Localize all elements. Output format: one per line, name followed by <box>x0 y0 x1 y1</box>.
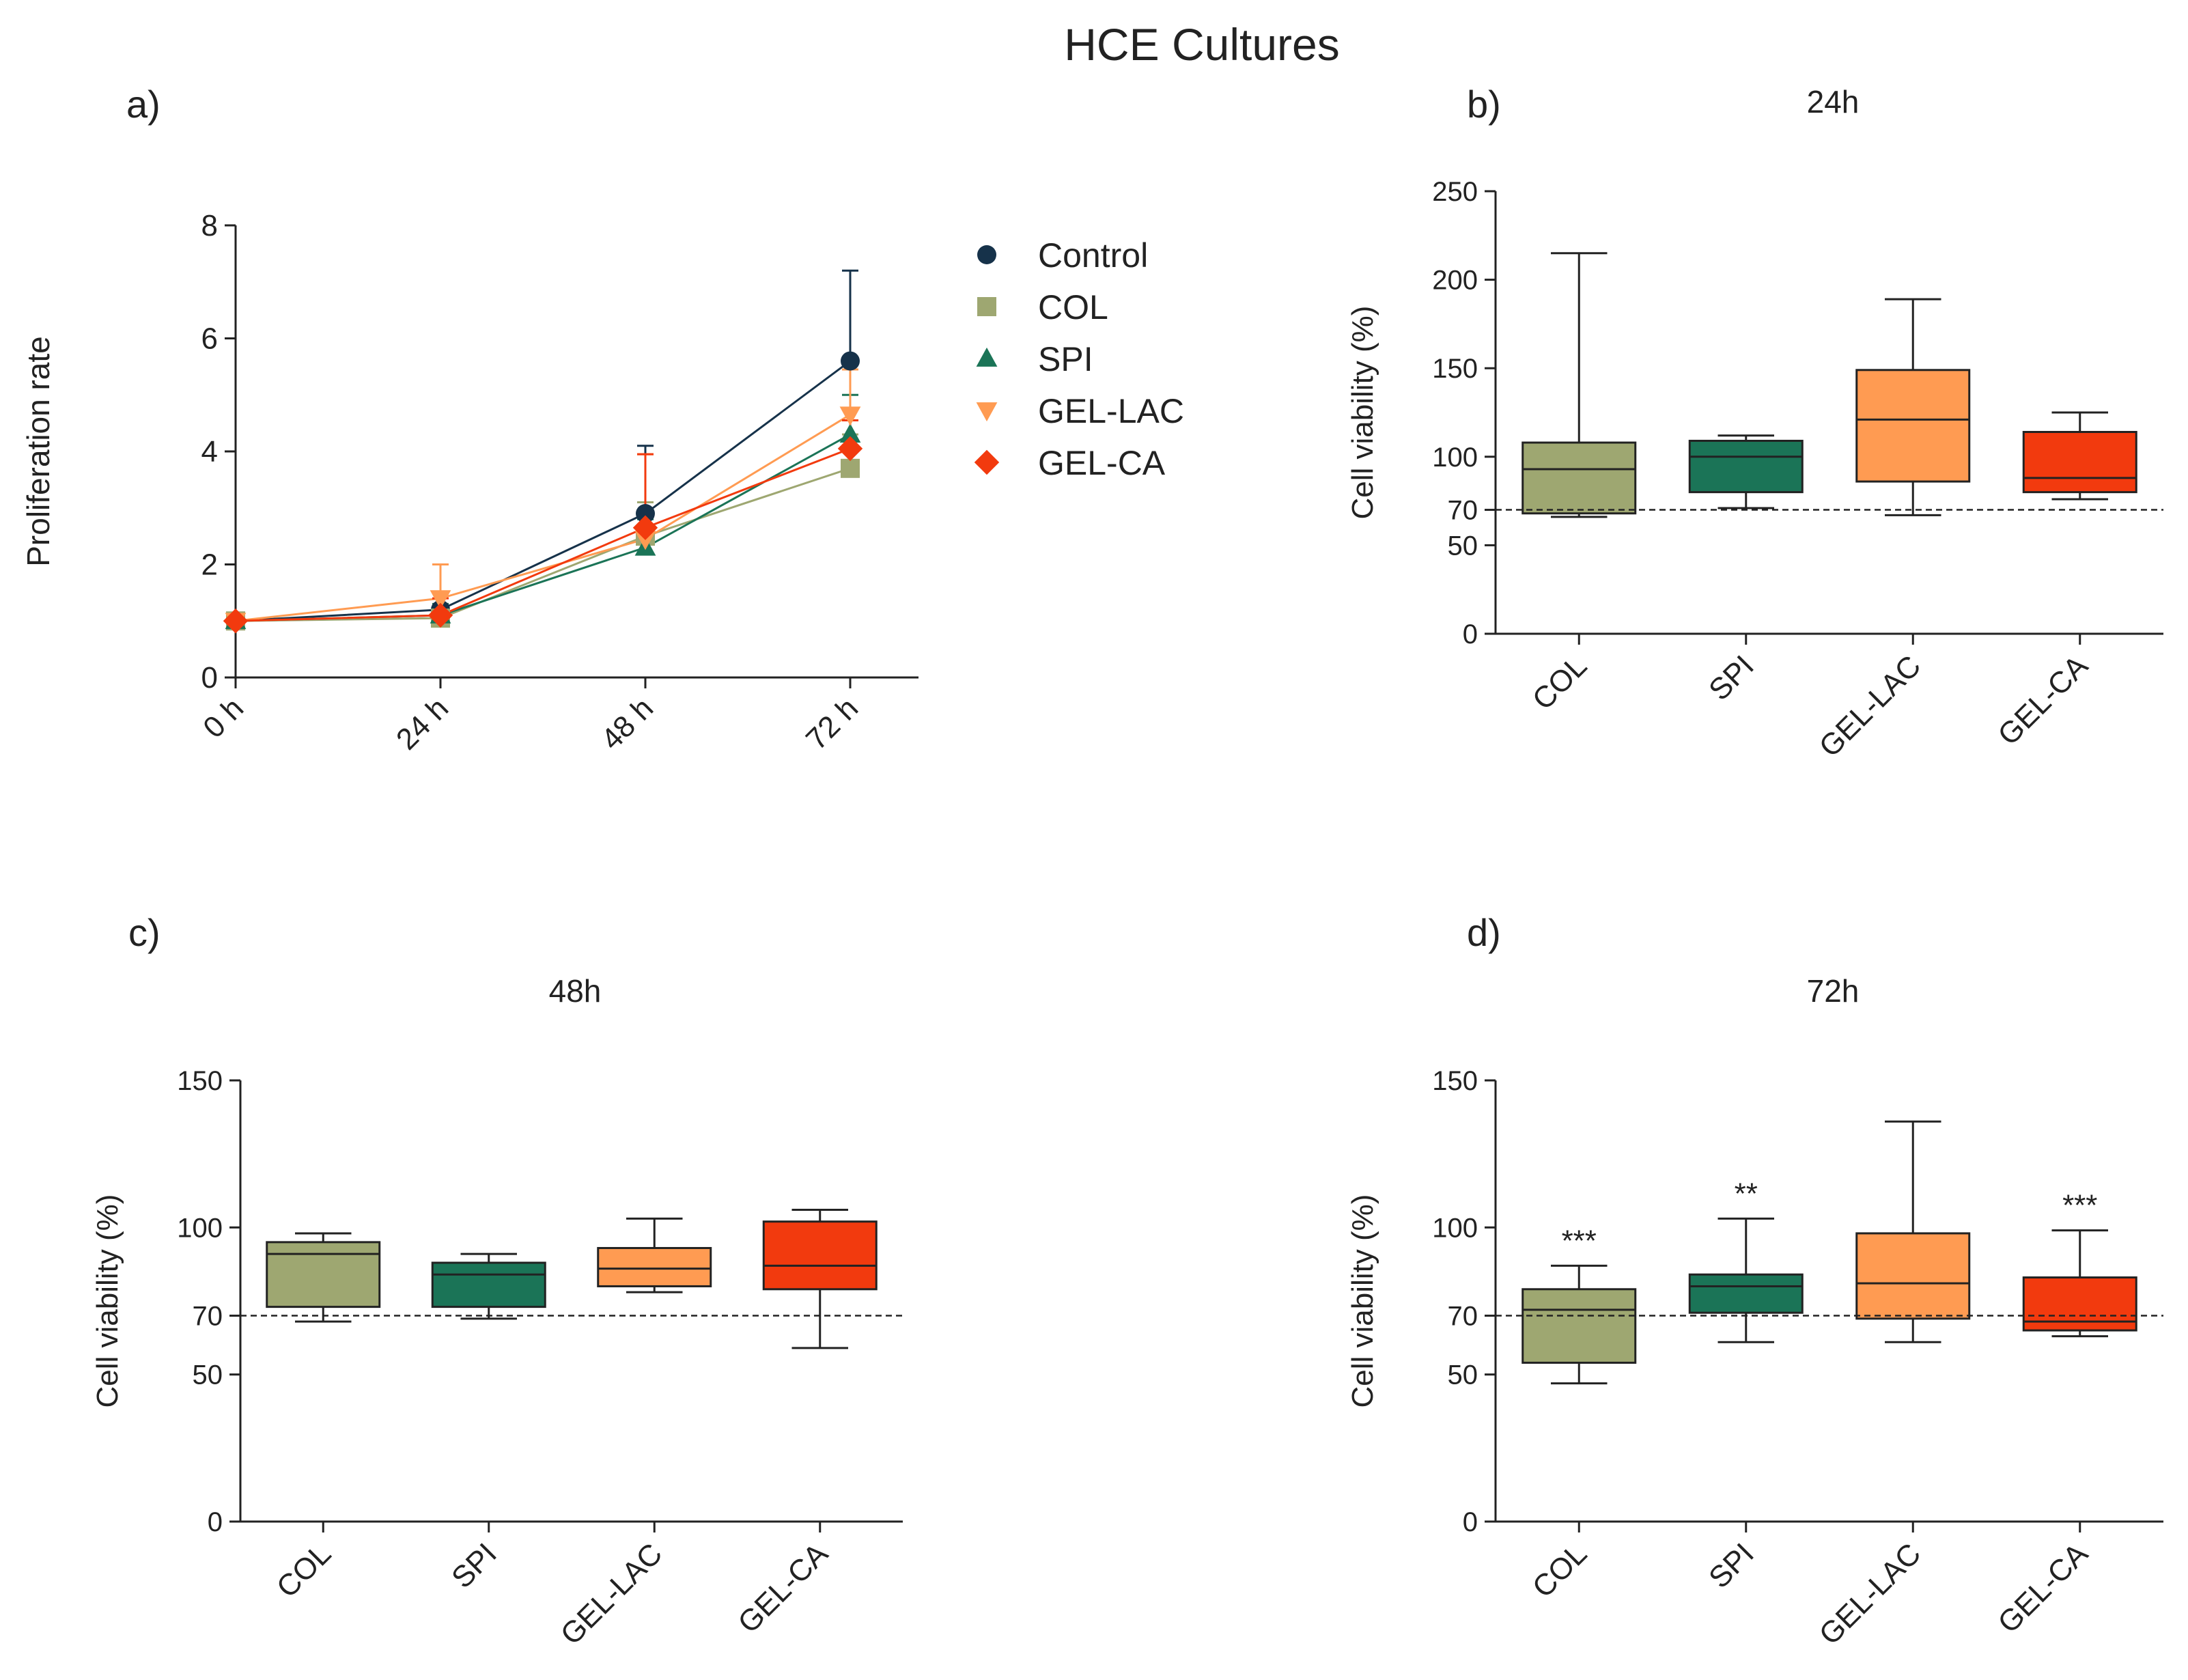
box-spi <box>431 1261 546 1308</box>
box-spi <box>1688 1273 1804 1314</box>
panel-label: b) <box>1467 83 1501 126</box>
data-point-gel-lac <box>839 406 861 426</box>
y-tick-label: 50 <box>193 1360 223 1390</box>
y-tick-label: 6 <box>201 322 218 356</box>
legend-marker-spi <box>976 347 998 367</box>
data-point-gel-ca <box>632 515 658 540</box>
legend-label-gel-ca: GEL-CA <box>1038 444 1166 482</box>
box-gel-ca <box>762 1220 878 1291</box>
y-axis-label: Cell viability (%) <box>1346 306 1379 520</box>
significance-label: *** <box>1562 1224 1597 1257</box>
panel-b-viability-24h-chart: b) 24h 0 50 70 100 150 200 250 COL SPI GEL-LAC GEL-C… <box>1346 83 2163 764</box>
y-tick-label: 150 <box>1432 354 1478 384</box>
x-tick-label: GEL-LAC <box>1813 1537 1928 1651</box>
chart-title: 48h <box>549 973 602 1009</box>
data-point-gel-ca <box>223 608 249 634</box>
panel-c-viability-48h-chart: c) 48h 0 50 70 100 150 COL SPI GEL-LAC GEL-CA Cell … <box>91 911 903 1651</box>
y-tick-label: 100 <box>1432 443 1478 473</box>
box-col <box>1521 441 1637 515</box>
y-tick-label: 4 <box>201 435 218 468</box>
y-axis-label: Cell viability (%) <box>91 1194 124 1408</box>
panel-label: d) <box>1467 911 1501 954</box>
x-tick-label: 24 h <box>390 691 455 756</box>
x-tick-label: COL <box>1526 1537 1594 1604</box>
x-tick-label: COL <box>270 1537 338 1604</box>
panel-label: c) <box>128 911 160 954</box>
y-tick-label: 8 <box>201 209 218 242</box>
chart-title: 72h <box>1807 973 1860 1009</box>
x-tick-label: SPI <box>445 1537 503 1595</box>
data-point-gel-lac <box>634 531 656 550</box>
box-gel-lac <box>1855 369 1971 483</box>
y-tick-label: 0 <box>208 1507 223 1537</box>
box-gel-ca <box>2022 431 2137 494</box>
y-tick-label: 250 <box>1432 177 1478 207</box>
x-tick-label: GEL-LAC <box>555 1537 669 1651</box>
y-tick-label: 0 <box>201 661 218 695</box>
series-line-control <box>235 360 851 622</box>
legend-label-col: COL <box>1038 288 1108 326</box>
data-point-gel-ca <box>427 602 453 628</box>
figure-title: HCE Cultures <box>1064 19 1339 70</box>
y-tick-label: 0 <box>1463 1507 1478 1537</box>
box-gel-lac <box>1855 1232 1971 1320</box>
y-tick-label: 50 <box>1448 1360 1478 1390</box>
series-line-gel-lac <box>235 413 851 622</box>
x-tick-label: 0 h <box>197 691 250 744</box>
legend-label-control: Control <box>1038 236 1148 275</box>
data-point-control <box>841 351 860 371</box>
legend-marker-gel-lac <box>976 402 998 422</box>
panel-a-proliferation-chart: a) 0 2 4 6 8 0 h 24 h 48 h 72 h Proliferation rate… <box>20 83 1184 757</box>
y-tick-label: 150 <box>1432 1066 1478 1096</box>
y-tick-label: 100 <box>177 1213 223 1243</box>
chart-title: 24h <box>1807 84 1860 120</box>
legend-label-gel-lac: GEL-LAC <box>1038 392 1184 430</box>
data-point-gel-ca <box>837 436 863 462</box>
y-tick-label: 70 <box>1448 1302 1478 1332</box>
x-tick-label: GEL-CA <box>1991 1537 2094 1640</box>
y-axis-label: Cell viability (%) <box>1346 1194 1379 1408</box>
x-tick-label: GEL-CA <box>731 1537 834 1640</box>
x-tick-label: GEL-LAC <box>1813 649 1928 764</box>
y-axis-label: Proliferation rate <box>20 336 56 567</box>
y-tick-label: 100 <box>1432 1213 1478 1243</box>
x-tick-label: SPI <box>1702 1537 1761 1595</box>
y-tick-label: 150 <box>177 1066 223 1096</box>
series-line-spi <box>235 433 851 622</box>
box-col <box>266 1241 381 1308</box>
box-col <box>1521 1288 1637 1364</box>
box-gel-lac <box>597 1246 712 1287</box>
x-tick-label: COL <box>1526 649 1594 716</box>
panel-d-viability-72h-chart: d) 72h 0 50 70 100 150 COL SPI GEL-LAC GEL-CA Cell … <box>1346 911 2163 1651</box>
significance-label: *** <box>2062 1189 2097 1222</box>
data-point-spi <box>839 423 861 443</box>
legend-marker-gel-ca <box>974 449 1000 475</box>
x-tick-label: 72 h <box>800 691 865 756</box>
data-point-gel-lac <box>430 590 451 610</box>
panel-label: a) <box>126 83 160 126</box>
y-tick-label: 70 <box>193 1302 223 1332</box>
y-tick-label: 2 <box>201 548 218 582</box>
x-tick-label: GEL-CA <box>1991 649 2094 752</box>
y-tick-label: 0 <box>1463 619 1478 649</box>
y-tick-label: 200 <box>1432 266 1478 296</box>
x-tick-label: SPI <box>1702 649 1761 707</box>
series-line-col <box>235 467 851 622</box>
x-tick-label: 48 h <box>595 691 660 756</box>
legend-label-spi: SPI <box>1038 340 1093 378</box>
y-tick-label: 50 <box>1448 531 1478 561</box>
significance-label: ** <box>1735 1177 1758 1210</box>
box-spi <box>1688 439 1804 494</box>
y-tick-label: 70 <box>1448 496 1478 526</box>
series-line-gel-ca <box>235 447 851 622</box>
legend-marker-col <box>977 297 996 316</box>
data-point-col <box>841 458 860 478</box>
data-point-control <box>636 504 655 524</box>
legend-marker-control <box>977 245 996 264</box>
